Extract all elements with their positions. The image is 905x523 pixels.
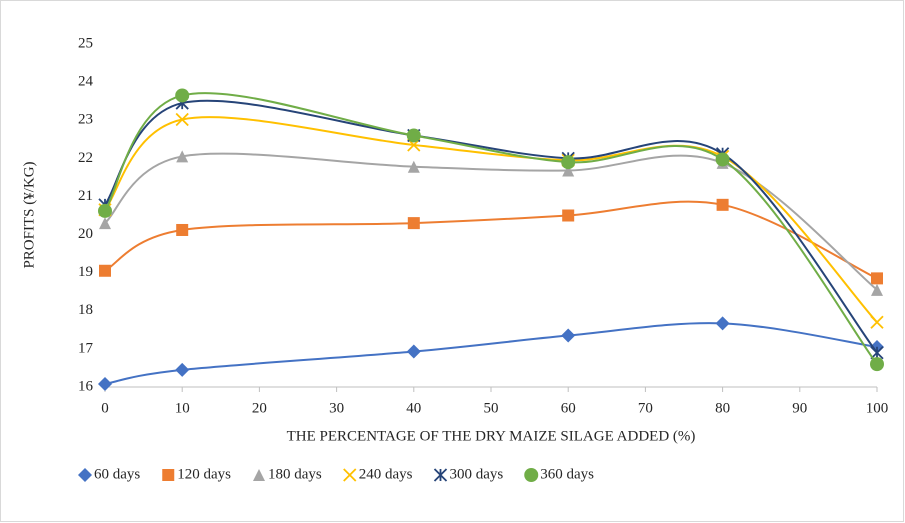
marker [98,203,112,218]
marker [871,283,883,296]
legend-label: 360 days [540,466,594,482]
marker [406,344,421,359]
y-tick-label: 16 [78,378,94,394]
marker [870,357,884,372]
marker [715,152,730,167]
marker [175,112,189,127]
y-tick-label: 22 [78,150,93,166]
legend-marker [524,468,539,482]
x-tick-label: 30 [329,400,344,416]
legend-marker [343,468,357,482]
legend-label: 180 days [268,466,322,482]
marker [99,217,111,230]
marker [99,264,111,277]
y-tick-label: 25 [78,35,93,51]
x-tick-label: 90 [792,400,807,416]
y-tick-label: 19 [78,264,93,280]
x-tick-label: 80 [715,400,730,416]
legend-marker [253,469,265,481]
marker [176,150,189,163]
marker [870,346,884,360]
marker [175,362,190,377]
legend-label: 240 days [359,466,413,482]
x-tick-label: 60 [561,400,576,416]
x-tick-label: 10 [175,400,190,416]
marker [561,328,576,343]
marker [871,272,883,285]
marker [98,376,112,391]
legend-marker [78,468,92,482]
x-axis-label: THE PERCENTAGE OF THE DRY MAIZE SILAGE A… [287,428,696,444]
x-tick-label: 0 [101,400,109,416]
marker [407,160,420,173]
legend-marker [162,469,175,481]
marker [716,198,729,211]
y-axis-label: PROFITS (¥/KG) [21,161,37,268]
y-tick-label: 17 [78,340,94,356]
y-tick-label: 20 [78,226,93,242]
series-line [104,99,878,354]
y-tick-label: 18 [78,302,93,318]
marker [561,155,576,170]
marker [406,128,421,143]
x-tick-label: 100 [866,400,889,416]
marker [715,316,730,331]
x-tick-label: 70 [638,400,653,416]
legend-label: 120 days [177,466,231,482]
marker [562,209,575,222]
y-tick-label: 24 [78,74,94,90]
marker [175,88,190,103]
marker [176,223,189,236]
y-tick-label: 21 [78,188,93,204]
x-tick-label: 40 [406,400,421,416]
x-tick-label: 20 [252,400,267,416]
legend-label: 300 days [450,466,504,482]
marker [407,217,420,230]
marker [562,164,575,177]
legend-label: 60 days [94,466,140,482]
marker [870,315,884,329]
y-tick-label: 23 [78,112,93,128]
legend-marker [433,468,448,482]
x-tick-label: 50 [484,400,499,416]
